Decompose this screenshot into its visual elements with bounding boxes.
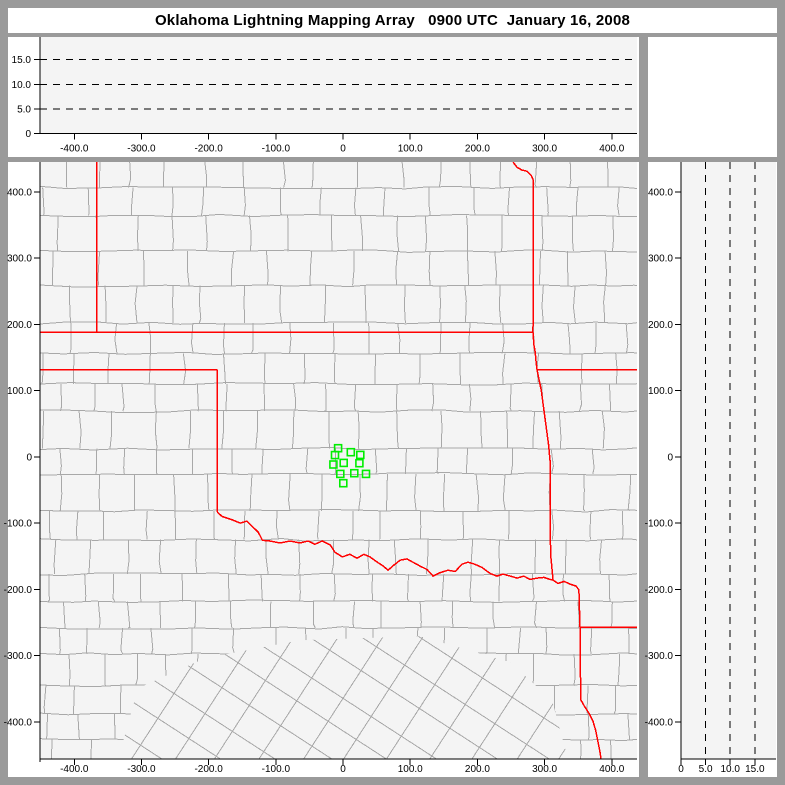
- tick-label: 400.0: [648, 187, 673, 198]
- ns-plot-area[interactable]: [681, 162, 776, 759]
- tick-label: 100.0: [398, 144, 423, 155]
- tick-label: 100.0: [648, 386, 673, 397]
- tick-label: 200.0: [7, 320, 32, 331]
- tick-label: 400.0: [7, 187, 32, 198]
- tick-label: 200.0: [465, 144, 490, 155]
- lma-station-marker: [338, 478, 348, 488]
- altitude-gridlines: [40, 59, 756, 759]
- tick-label: -100.0: [4, 519, 33, 530]
- tick-label: -200.0: [194, 144, 223, 155]
- tick-label: 400.0: [599, 764, 624, 775]
- tick-label: 10.0: [721, 764, 741, 775]
- lma-station-marker: [361, 469, 371, 479]
- tick-label: -200.0: [194, 764, 223, 775]
- tick-label: 200.0: [648, 320, 673, 331]
- lma-station-marker: [346, 447, 356, 457]
- state-border-line: [512, 161, 602, 760]
- lma-station-marker: [355, 458, 364, 468]
- page-title: Oklahoma Lightning Mapping Array 0900 UT…: [154, 12, 631, 29]
- tick-label: 300.0: [7, 254, 32, 265]
- lma-station-marker: [349, 468, 359, 478]
- lma-stations: [329, 443, 371, 488]
- tick-label: -400.0: [645, 717, 674, 728]
- tick-label: -400.0: [4, 717, 33, 728]
- tick-label: 100.0: [398, 764, 423, 775]
- tick-label: 0: [26, 452, 32, 463]
- tick-label: 300.0: [532, 764, 557, 775]
- tick-label: -100.0: [645, 519, 674, 530]
- lma-station-marker: [339, 458, 349, 468]
- tick-label: 0: [667, 452, 673, 463]
- tick-label: -200.0: [4, 585, 33, 596]
- tick-label: 0: [340, 144, 346, 155]
- axes: [34, 37, 776, 765]
- tick-label: 10.0: [12, 80, 32, 91]
- lma-station-marker: [330, 450, 340, 460]
- tick-label: 15.0: [12, 55, 32, 66]
- state-borders: [40, 161, 637, 760]
- corner-blank-panel: [648, 37, 777, 157]
- tick-label: -400.0: [60, 144, 89, 155]
- county-lines: [40, 162, 637, 760]
- tick-label: 400.0: [599, 144, 624, 155]
- lma-station-marker: [355, 450, 365, 460]
- lma-station-marker: [329, 460, 338, 469]
- tick-label: 15.0: [745, 764, 765, 775]
- tick-label: 0: [25, 129, 31, 140]
- tick-label: -100.0: [262, 764, 291, 775]
- tick-label: -400.0: [60, 764, 89, 775]
- tick-label: -300.0: [4, 651, 33, 662]
- tick-label: -100.0: [262, 144, 291, 155]
- state-border-line: [216, 511, 554, 581]
- tick-label: -300.0: [127, 144, 156, 155]
- tick-label: -300.0: [127, 764, 156, 775]
- tick-label: 5.0: [699, 764, 713, 775]
- tick-label: -300.0: [645, 651, 674, 662]
- tick-label: 300.0: [648, 254, 673, 265]
- tick-label: 300.0: [532, 144, 557, 155]
- tick-label: 100.0: [7, 386, 32, 397]
- title-bar: Oklahoma Lightning Mapping Array 0900 UT…: [8, 8, 777, 33]
- lma-station-marker: [335, 469, 345, 479]
- tick-label: -200.0: [645, 585, 674, 596]
- plan-plot-area[interactable]: [40, 162, 637, 759]
- tick-label: 5.0: [17, 104, 31, 115]
- tick-label: 200.0: [465, 764, 490, 775]
- tick-label: 0: [678, 764, 684, 775]
- ew-plot-area[interactable]: [40, 37, 637, 134]
- tick-label: 0: [340, 764, 346, 775]
